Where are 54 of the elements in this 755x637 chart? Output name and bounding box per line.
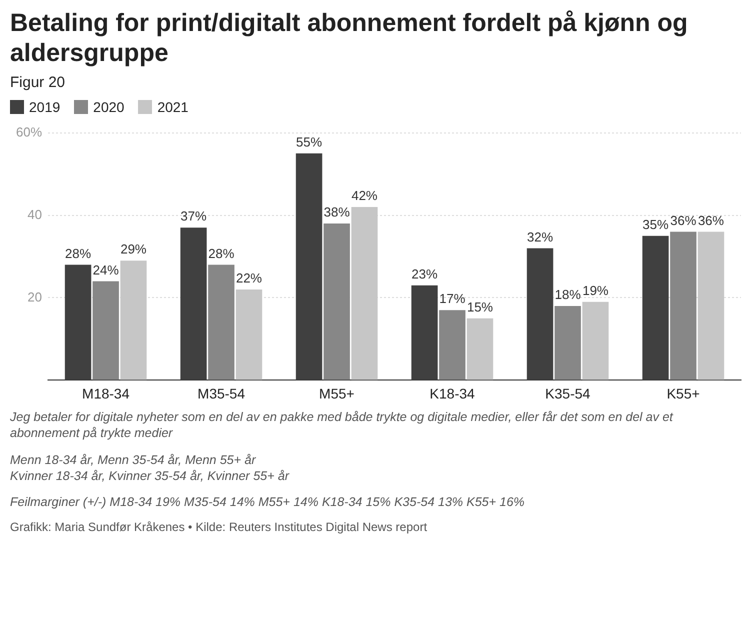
data-label: 22% [236,270,262,286]
x-tick-label: K55+ [666,385,700,402]
chart-title: Betaling for print/digitalt abonnement fordelt på kjønn og aldersgruppe [10,8,689,68]
chart-subtitle: Figur 20 [10,74,66,91]
bar [698,232,724,380]
data-label: 37% [180,208,207,224]
bar [324,224,350,380]
legend-label: 2019 [28,99,60,115]
bar [554,306,581,380]
data-label: 17% [439,291,466,306]
bar [351,207,378,380]
data-label: 42% [351,188,378,204]
data-label: 55% [296,134,322,150]
text: Jeg betaler for digitale nyheter som en del av en pakke med både trykte og digitale medier, eller får det som en del av et abonnement på trykte medier [10,409,674,442]
y-tick-label: 20 [28,289,42,304]
y-tick-label: 40 [28,206,42,222]
text: Grafikk: Maria Sundfør Kråkenes • Kilde: Reuters Institutes Digital News report [10,520,428,536]
data-label: 38% [324,204,350,220]
x-tick-label: K35-54 [545,385,591,402]
data-label: 28% [65,246,92,261]
y-tick-label: 60% [16,124,42,140]
data-label: 29% [120,242,147,257]
bar [670,232,696,380]
legend-label: 2020 [92,99,124,115]
data-label: 36% [698,212,724,228]
x-tick-label: M55+ [319,385,354,402]
legend-label: 2021 [156,99,188,115]
bar [296,153,322,380]
data-label: 36% [670,212,697,228]
text: Menn 18-34 år, Menn 35-54 år, Menn 55+ år Kvinner 18-34 år, Kvinner 35-54 år, Kvinner 55+ år [10,452,290,484]
data-label: 35% [642,216,669,232]
x-tick-label: K18-34 [430,385,476,402]
data-label: 19% [582,282,609,298]
data-label: 23% [412,266,438,282]
data-label: 32% [527,229,554,244]
bar [120,260,147,380]
text: Feilmarginer (+/-) M18-34 19% M35-54 14% M55+ 14% K18-34 15% K35-54 13% K55+ 16% [10,494,526,510]
bar [64,264,92,380]
bar [92,281,119,380]
bar [208,264,234,380]
data-label: 28% [208,246,235,261]
bar [180,228,207,380]
bar [236,289,262,380]
x-tick-label: M35-54 [198,385,246,402]
data-label: 18% [554,287,582,302]
bar [526,248,554,380]
bar [582,302,609,380]
x-tick-label: M18-34 [82,385,130,402]
bar [411,285,438,380]
data-label: 15% [466,299,494,314]
bar [642,236,669,380]
bar [466,318,494,380]
data-label: 24% [92,262,120,278]
bar [439,310,466,380]
